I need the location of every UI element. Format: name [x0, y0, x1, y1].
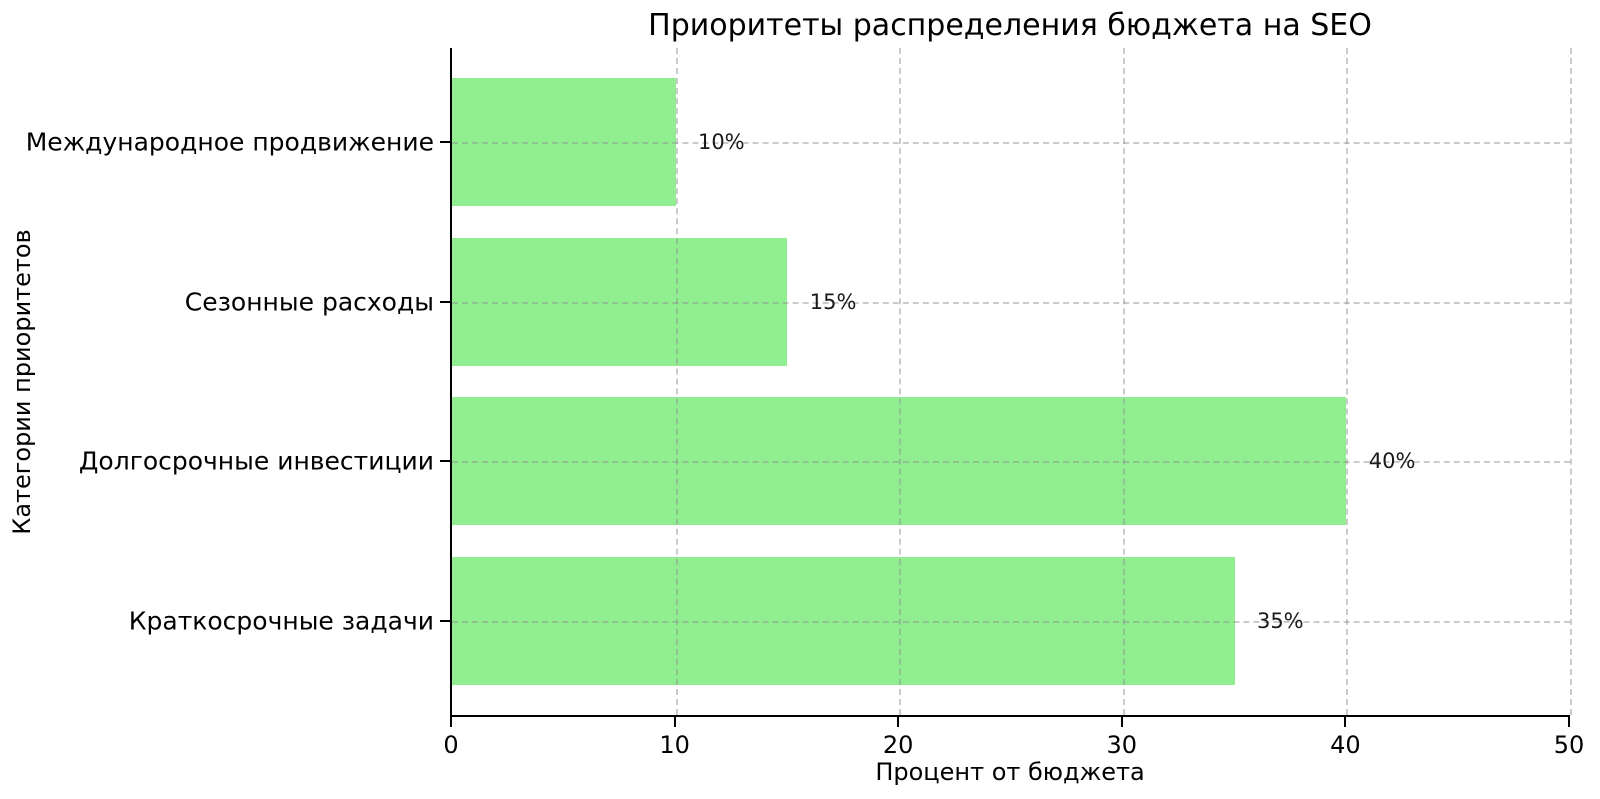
x-axis-label: Процент от бюджета [875, 758, 1145, 786]
bar-value-label: 35% [1256, 608, 1304, 633]
h-gridline [452, 301, 1570, 304]
y-category-label: Краткосрочные задачи [128, 606, 434, 636]
x-tick-label: 40 [1330, 731, 1361, 759]
bar-0 [452, 78, 676, 206]
y-tick-mark [440, 300, 450, 303]
y-tick-mark [440, 460, 450, 463]
v-gridline [1346, 48, 1349, 715]
x-tick-label: 10 [659, 731, 690, 759]
chart-title: Приоритеты распределения бюджета на SEO [648, 8, 1372, 43]
x-tick-mark [450, 717, 452, 727]
v-gridline [1122, 48, 1125, 715]
v-gridline [899, 48, 902, 715]
x-tick-mark [1344, 717, 1347, 727]
x-tick-mark [1120, 717, 1123, 727]
bar-2 [452, 397, 1347, 526]
x-tick-mark [673, 717, 676, 727]
y-tick-mark [440, 619, 450, 622]
h-gridline [452, 461, 1570, 464]
bar-value-label: 15% [809, 289, 857, 314]
plot-area: 10% 15% 40% 35% [450, 48, 1572, 717]
y-category-label: Долгосрочные инвестиции [78, 446, 434, 476]
bar-1 [452, 237, 788, 366]
bar-3 [452, 557, 1235, 685]
x-tick-label: 20 [882, 731, 914, 759]
y-tick-mark [440, 141, 450, 144]
bar-value-label: 40% [1368, 449, 1416, 474]
x-tick-mark [897, 717, 900, 727]
v-gridline [675, 48, 678, 715]
y-axis-label: Категории приоритетов [8, 229, 36, 535]
y-category-label: Сезонные расходы [184, 287, 434, 317]
h-gridline [452, 620, 1570, 623]
x-tick-label: 30 [1106, 731, 1138, 759]
bar-value-label: 10% [697, 130, 745, 155]
v-gridline [1570, 48, 1572, 715]
y-category-label: Международное продвижение [25, 127, 434, 157]
x-tick-label: 0 [443, 731, 459, 759]
h-gridline [452, 142, 1570, 145]
x-tick-label: 50 [1553, 731, 1585, 759]
x-tick-mark [1568, 717, 1570, 727]
